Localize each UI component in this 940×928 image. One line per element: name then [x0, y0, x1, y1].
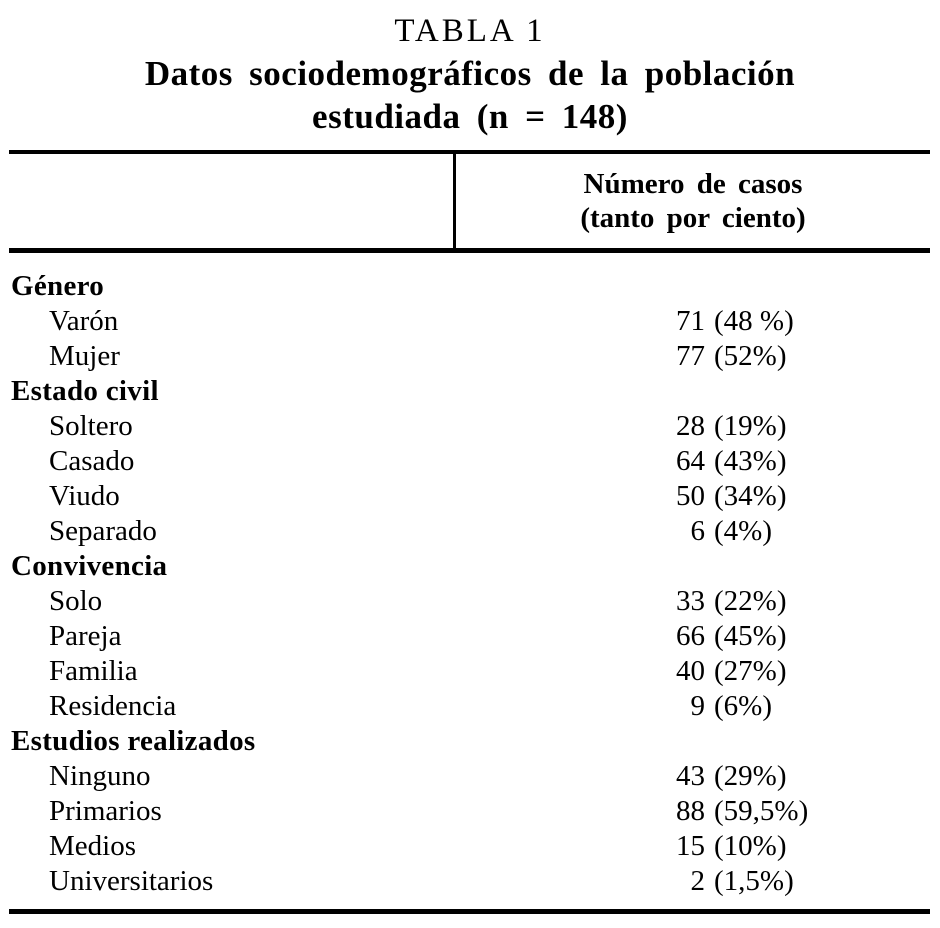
- header-value-cell: Número de casos (tanto por ciento): [456, 154, 930, 248]
- row-value: 71 (48 %): [493, 304, 930, 339]
- table-row: Universitarios 2 (1,5%): [9, 864, 930, 899]
- table-row: Casado 64 (43%): [9, 444, 930, 479]
- row-label: Medios: [49, 830, 136, 862]
- row-percent: (45%): [714, 620, 787, 652]
- table-row: Solo 33 (22%): [9, 584, 930, 619]
- row-label: Viudo: [49, 480, 120, 512]
- row-percent: (19%): [714, 410, 787, 442]
- row-value: 6 (4%): [493, 514, 930, 549]
- table-top-rule: [9, 150, 930, 154]
- row-percent: (4%): [714, 515, 772, 547]
- row-percent: (29%): [714, 760, 787, 792]
- table-title-line1: Datos sociodemográficos de la población: [144, 54, 796, 93]
- row-percent: (10%): [714, 830, 787, 862]
- table-header-row: Número de casos (tanto por ciento): [9, 154, 930, 248]
- row-label: Solo: [49, 585, 103, 617]
- row-count: 28: [676, 410, 705, 442]
- header-value-line1: Número de casos: [583, 168, 803, 200]
- row-value: 88 (59,5%): [493, 794, 930, 829]
- table-row: Mujer 77 (52%): [9, 339, 930, 374]
- row-count: 50: [676, 480, 705, 512]
- row-count: 66: [676, 620, 705, 652]
- row-value: 43 (29%): [493, 759, 930, 794]
- row-label: Separado: [49, 515, 157, 547]
- header-value-line2: (tanto por ciento): [580, 202, 806, 234]
- header-empty-cell: [9, 154, 456, 248]
- row-count: 43: [676, 760, 705, 792]
- table-row: Varón 71 (48 %): [9, 304, 930, 339]
- row-percent: (34%): [714, 480, 787, 512]
- row-count: 88: [676, 795, 705, 827]
- row-count: 6: [690, 515, 706, 547]
- row-value: 64 (43%): [493, 444, 930, 479]
- row-count: 2: [690, 865, 706, 897]
- row-count: 77: [676, 340, 705, 372]
- row-percent: (22%): [714, 585, 787, 617]
- row-percent: (1,5%): [714, 865, 794, 897]
- row-value: 40 (27%): [493, 654, 930, 689]
- table-body: Género Varón 71 (48 %) Mujer 77 (52%) Es…: [9, 253, 930, 909]
- row-count: 71: [676, 305, 705, 337]
- row-count: 33: [676, 585, 705, 617]
- row-value: 33 (22%): [493, 584, 930, 619]
- table-title-block: TABLA 1 Datos sociodemográficos de la po…: [0, 0, 940, 138]
- row-label: Casado: [49, 445, 135, 477]
- section-heading-row: Convivencia: [9, 549, 930, 584]
- table-row: Soltero 28 (19%): [9, 409, 930, 444]
- row-label: Residencia: [49, 690, 177, 722]
- row-count: 64: [676, 445, 705, 477]
- row-label: Soltero: [49, 410, 133, 442]
- row-value: 15 (10%): [493, 829, 930, 864]
- table-row: Residencia 9 (6%): [9, 689, 930, 724]
- row-count: 40: [676, 655, 705, 687]
- section-heading-row: Estudios realizados: [9, 724, 930, 759]
- table-row: Viudo 50 (34%): [9, 479, 930, 514]
- row-percent: (6%): [714, 690, 772, 722]
- row-percent: (27%): [714, 655, 787, 687]
- table-row: Familia 40 (27%): [9, 654, 930, 689]
- table-title-line2: estudiada (n = 148): [312, 97, 628, 136]
- section-heading-row: Género: [9, 269, 930, 304]
- table-mid-rule: [9, 248, 930, 253]
- section-heading: Género: [11, 270, 105, 302]
- table-row: Pareja 66 (45%): [9, 619, 930, 654]
- table-row: Primarios 88 (59,5%): [9, 794, 930, 829]
- section-heading: Estado civil: [11, 375, 159, 407]
- row-percent: (48 %): [714, 305, 794, 337]
- row-value: 50 (34%): [493, 479, 930, 514]
- row-value: 66 (45%): [493, 619, 930, 654]
- row-label: Varón: [49, 305, 119, 337]
- table-row: Separado 6 (4%): [9, 514, 930, 549]
- section-heading: Estudios realizados: [11, 725, 256, 757]
- table-bottom-rule: [9, 909, 930, 914]
- section-heading-row: Estado civil: [9, 374, 930, 409]
- row-percent: (52%): [714, 340, 787, 372]
- row-count: 15: [676, 830, 705, 862]
- section-heading: Convivencia: [11, 550, 168, 582]
- row-label: Ninguno: [49, 760, 151, 792]
- row-value: 77 (52%): [493, 339, 930, 374]
- row-count: 9: [690, 690, 706, 722]
- row-value: 9 (6%): [493, 689, 930, 724]
- row-percent: (59,5%): [714, 795, 809, 827]
- row-label: Universitarios: [49, 865, 214, 897]
- table-row: Ninguno 43 (29%): [9, 759, 930, 794]
- row-label: Mujer: [49, 340, 120, 372]
- row-value: 28 (19%): [493, 409, 930, 444]
- table-number-label: TABLA 1: [394, 13, 546, 49]
- row-percent: (43%): [714, 445, 787, 477]
- row-label: Familia: [49, 655, 138, 687]
- row-label: Primarios: [49, 795, 162, 827]
- sociodemographic-table: Número de casos (tanto por ciento) Géner…: [9, 150, 930, 914]
- row-value: 2 (1,5%): [493, 864, 930, 899]
- table-row: Medios 15 (10%): [9, 829, 930, 864]
- row-label: Pareja: [49, 620, 122, 652]
